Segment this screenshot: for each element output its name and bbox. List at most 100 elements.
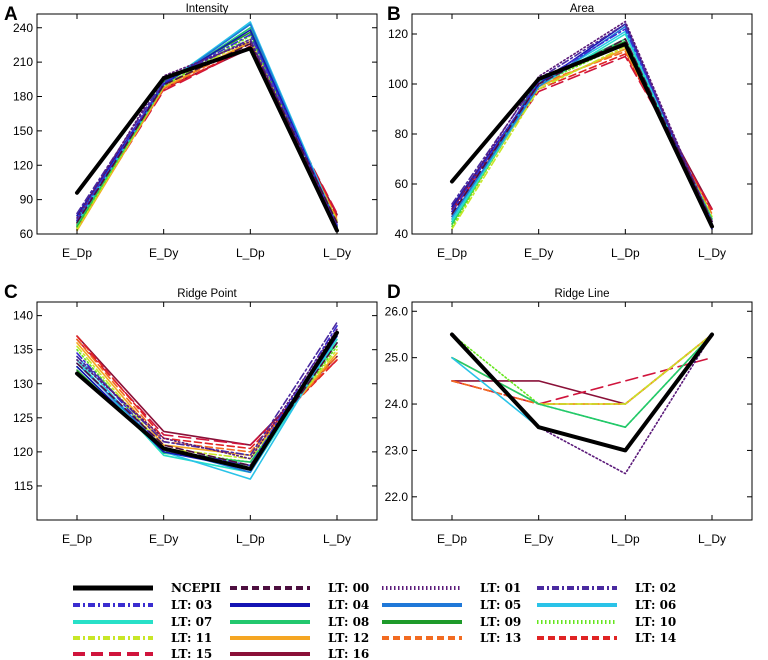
series-line-lt00 <box>451 38 713 223</box>
series-line-ncepii <box>75 46 339 233</box>
legend-item: LT: 13 <box>382 631 521 645</box>
plot-frame <box>36 13 378 235</box>
y-tick-label: 120 <box>13 445 33 459</box>
legend-item: LT: 11 <box>73 631 212 645</box>
series-line-lt01 <box>76 328 338 460</box>
series-line-lt14 <box>451 333 713 405</box>
series-line-ncepii <box>450 332 714 453</box>
legend-label: LT: 09 <box>480 615 521 629</box>
x-tick-label: E_Dy <box>149 532 178 546</box>
legend-item: LT: 02 <box>537 581 676 595</box>
legend-item: LT: 10 <box>537 615 676 629</box>
x-tick-label: E_Dy <box>524 246 553 260</box>
series-line-lt03 <box>76 324 338 467</box>
panel-label: D <box>387 282 401 303</box>
x-tick-label: L_Dp <box>236 246 265 260</box>
legend-label: LT: 01 <box>480 581 521 595</box>
legend-item: LT: 00 <box>230 581 369 595</box>
y-tick-label: 25.0 <box>385 351 409 365</box>
x-tick-label: E_Dy <box>524 532 553 546</box>
series-line-lt07 <box>76 338 338 474</box>
legend-item: LT: 05 <box>382 598 521 612</box>
y-tick-label: 60 <box>395 177 409 191</box>
y-tick-label: 26.0 <box>385 304 409 318</box>
legend-item: LT: 01 <box>382 581 521 595</box>
panel-label: A <box>4 4 18 25</box>
y-tick-label: 120 <box>388 27 408 41</box>
plot-frame <box>36 301 378 521</box>
legend-label: LT: 03 <box>171 598 212 612</box>
legend-label: LT: 16 <box>328 647 369 660</box>
legend-item: LT: 03 <box>73 598 212 612</box>
y-tick-label: 90 <box>20 193 34 207</box>
y-tick-label: 240 <box>13 21 33 35</box>
series-line-lt16 <box>451 333 713 405</box>
legend-label: LT: 11 <box>171 631 212 645</box>
y-tick-label: 60 <box>20 227 34 241</box>
legend-label: NCEPII <box>171 581 221 595</box>
legend-label: LT: 10 <box>635 615 676 629</box>
panel-label: B <box>387 4 401 25</box>
panel-label: C <box>4 282 18 303</box>
y-tick-label: 24.0 <box>385 397 409 411</box>
plot-frame <box>411 301 753 521</box>
x-tick-label: L_Dp <box>236 532 265 546</box>
series-line-lt01 <box>451 20 713 225</box>
series-line-lt00 <box>76 342 338 467</box>
y-tick-label: 125 <box>13 411 33 425</box>
legend-item: LT: 04 <box>230 598 369 612</box>
legend: NCEPII LT: 00 LT: 01 LT: 02 LT: 03 LT: 04 LT: … <box>73 581 676 660</box>
legend-item: LT: 06 <box>537 598 676 612</box>
y-tick-label: 135 <box>13 343 33 357</box>
y-tick-label: 23.0 <box>385 443 409 457</box>
legend-item: LT: 09 <box>382 615 521 629</box>
x-tick-label: E_Dp <box>437 246 467 260</box>
series-line-ncepii <box>450 42 714 229</box>
series-line-lt11 <box>451 333 713 405</box>
panel-a: A Intensity 60 90 120 150 180 210 240 E_Dp E_Dy L_D… <box>4 3 378 260</box>
y-tick-label: 22.0 <box>385 490 409 504</box>
legend-label: LT: 07 <box>171 615 212 629</box>
y-tick-label: 40 <box>395 227 409 241</box>
y-tick-label: 120 <box>13 158 33 172</box>
legend-label: LT: 02 <box>635 581 676 595</box>
y-tick-label: 140 <box>13 309 33 323</box>
y-tick-label: 180 <box>13 90 33 104</box>
legend-label: LT: 04 <box>328 598 369 612</box>
y-tick-label: 210 <box>13 55 33 69</box>
x-tick-label: L_Dp <box>611 246 640 260</box>
legend-item: LT: 07 <box>73 615 212 629</box>
legend-label: LT: 06 <box>635 598 676 612</box>
x-tick-label: E_Dp <box>62 246 92 260</box>
y-tick-label: 115 <box>14 479 33 493</box>
series-line-lt05 <box>76 23 338 228</box>
x-tick-label: E_Dy <box>149 246 178 260</box>
legend-item: NCEPII <box>73 581 221 595</box>
legend-label: LT: 13 <box>480 631 521 645</box>
y-tick-label: 80 <box>395 127 409 141</box>
legend-label: LT: 14 <box>635 631 676 645</box>
legend-label: LT: 08 <box>328 615 369 629</box>
legend-item: LT: 14 <box>537 631 676 645</box>
series-line-lt06 <box>76 21 338 226</box>
panel-d: D Ridge Line 22.0 23.0 24.0 25.0 26.0 E_Dp E_Dy L… <box>385 282 753 546</box>
legend-label: LT: 12 <box>328 631 369 645</box>
x-tick-label: L_Dp <box>611 532 640 546</box>
panel-title: Area <box>570 3 595 15</box>
y-tick-label: 100 <box>388 77 408 91</box>
x-tick-label: L_Dy <box>698 246 726 260</box>
panel-title: Ridge Line <box>555 288 610 300</box>
series-line-lt16 <box>451 48 713 210</box>
series-line-ncepii <box>75 330 339 471</box>
legend-label: LT: 00 <box>328 581 369 595</box>
x-tick-label: L_Dy <box>698 532 726 546</box>
legend-item: LT: 16 <box>230 647 369 660</box>
legend-label: LT: 15 <box>171 647 212 660</box>
legend-item: LT: 12 <box>230 631 369 645</box>
x-tick-label: E_Dp <box>62 532 92 546</box>
legend-label: LT: 05 <box>480 598 521 612</box>
series-line-lt12 <box>451 333 713 405</box>
legend-item: LT: 15 <box>73 647 212 660</box>
series-line-lt01 <box>76 40 338 230</box>
